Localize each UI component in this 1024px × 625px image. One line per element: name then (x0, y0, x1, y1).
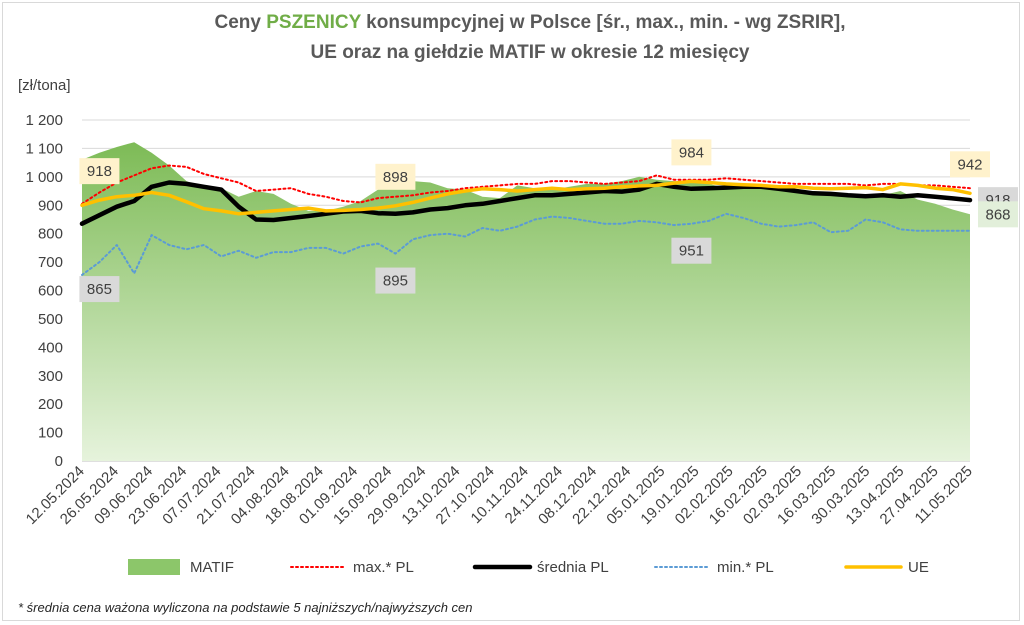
y-tick-label: 100 (38, 425, 63, 442)
data-label: 918 (79, 158, 120, 185)
y-axis-unit-label: [zł/tona] (18, 77, 71, 94)
data-label-text: 942 (957, 156, 982, 173)
legend: MATIF max.* PL średnia PL min.* PL UE (128, 559, 929, 576)
data-label-box (671, 139, 712, 166)
data-label: 951 (671, 237, 712, 264)
y-tick-label: 1 200 (25, 112, 63, 129)
data-label-box (79, 158, 120, 185)
data-label-box (79, 276, 120, 303)
y-axis-ticks: 0 100 200 300 400 500 600 700 800 900 1 000 1 100 1 … (25, 112, 63, 470)
series-ue-line (80, 179, 972, 216)
data-label-box (375, 163, 416, 190)
y-tick-label: 200 (38, 396, 63, 413)
y-tick-label: 1 100 (25, 140, 63, 157)
legend-item: max.* PL (290, 559, 414, 576)
y-tick-label: 700 (38, 254, 63, 271)
series-lines-layer (79, 164, 973, 276)
y-tick-label: 0 (55, 453, 63, 470)
data-label-text: 898 (383, 169, 408, 186)
chart-title-suffix: konsumpcyjnej w Polsce [śr., max., min. … (361, 12, 846, 33)
legend-item: średnia PL (472, 559, 609, 576)
footnote: * średnia cena ważona wyliczona na podst… (18, 600, 473, 615)
data-label-box (950, 151, 990, 178)
legend-label: MATIF (190, 559, 234, 576)
chart-title-line2: UE oraz na giełdzie MATIF w okresie 12 m… (311, 42, 750, 63)
data-label-text: 951 (679, 243, 704, 260)
data-label-box (671, 237, 712, 264)
series-matif-area (82, 142, 970, 461)
data-label-text: 918 (87, 163, 112, 180)
data-label: 868 (978, 201, 1018, 228)
data-label: 984 (671, 139, 712, 166)
legend-item: MATIF (128, 559, 234, 576)
data-label-text: 865 (87, 281, 112, 298)
series-max-pl-line (81, 164, 971, 205)
legend-item: UE (844, 559, 929, 576)
y-tick-label: 500 (38, 311, 63, 328)
legend-label: max.* PL (353, 559, 414, 576)
data-label-box (375, 267, 416, 294)
legend-item: min.* PL (654, 559, 774, 576)
y-tick-label: 400 (38, 339, 63, 356)
y-tick-label: 600 (38, 283, 63, 300)
legend-label: min.* PL (717, 559, 774, 576)
legend-label: UE (908, 559, 929, 576)
series--rednia-pl-line (79, 180, 973, 226)
data-label-text: 895 (383, 273, 408, 290)
data-label-text: 868 (985, 206, 1010, 223)
data-label-box (978, 201, 1018, 228)
legend-label: średnia PL (537, 559, 609, 576)
y-tick-label: 900 (38, 197, 63, 214)
series-min-pl-line (81, 212, 971, 276)
y-tick-label: 300 (38, 368, 63, 385)
y-tick-label: 800 (38, 226, 63, 243)
matif-area-layer (82, 142, 970, 461)
legend-swatch-matif (128, 559, 180, 575)
data-label: 898 (375, 163, 416, 190)
chart-title-prefix: Ceny (214, 12, 266, 33)
data-label: 865 (79, 276, 120, 303)
data-label: 942 (950, 151, 990, 178)
chart-title-line1: Ceny PSZENICY konsumpcyjnej w Polsce [śr… (214, 12, 845, 33)
data-label: 895 (375, 267, 416, 294)
chart-title-highlight: PSZENICY (266, 12, 361, 33)
data-label-text: 984 (679, 144, 704, 161)
y-tick-label: 1 000 (25, 169, 63, 186)
x-axis-ticks: 12.05.202426.05.202409.06.202423.06.2024… (23, 463, 976, 528)
